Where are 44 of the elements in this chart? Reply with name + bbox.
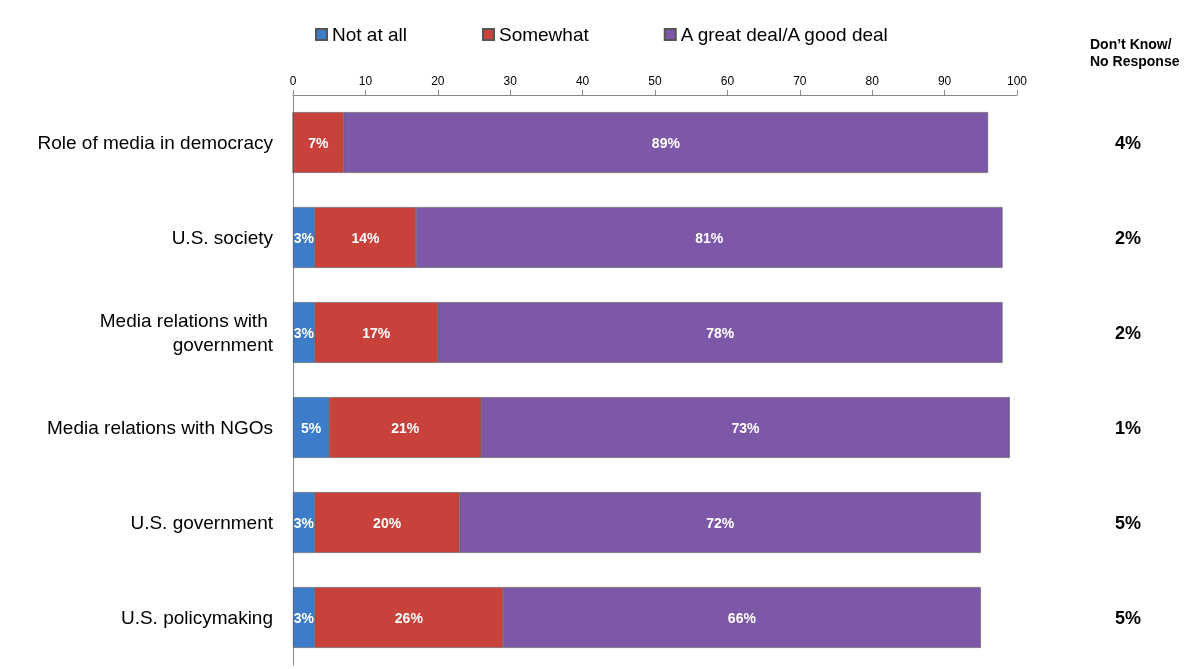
data-label: 3% [293,514,315,531]
data-label: 17% [362,324,391,341]
data-label: 73% [731,419,761,436]
text: 2% [1114,227,1142,248]
y-tick-label: U.S. society [171,227,274,248]
y-tick-label: U.S. policymaking [120,607,273,628]
x-tick-label: 90 [937,74,952,88]
x-tick-label: 60 [720,74,735,88]
text: 5% [1114,607,1142,628]
legend-label: A great deal/A good deal [680,24,888,45]
data-label: 72% [706,514,735,531]
text: 1% [1114,417,1142,438]
data-label: 66% [727,609,757,626]
data-label: 89% [651,134,681,151]
x-tick-label: 40 [575,74,590,88]
text: 2% [1114,322,1142,343]
legend-label: Not at all [332,24,407,45]
x-tick-label: 70 [793,74,807,88]
data-label: 21% [391,419,420,436]
text: Don’t Know/ No Response [1090,35,1180,69]
y-tick-label: Media relations with government [99,310,274,355]
x-tick-label: 50 [648,74,662,88]
y-tick-label: U.S. government [130,512,274,533]
x-tick-label: 80 [865,74,880,88]
data-label: 78% [706,324,735,341]
x-tick-label: 0 [289,74,297,88]
text: 4% [1114,132,1142,153]
data-label: 20% [373,514,402,531]
data-label: 26% [394,609,424,626]
legend-label: Somewhat [498,24,590,45]
data-label: 14% [351,229,380,246]
data-label: 3% [293,229,315,246]
x-tick-label: 20 [431,74,445,88]
x-tick-label: 100 [1006,74,1028,88]
data-label: 81% [695,229,724,246]
y-tick-label: Media relations with NGOs [47,417,273,438]
data-label: 3% [293,609,315,626]
x-tick-label: 30 [503,74,518,88]
y-tick-label: Role of media in democracy [37,132,274,153]
x-tick-label: 10 [358,74,373,88]
text: 5% [1114,512,1142,533]
data-label: 3% [293,324,315,341]
data-label: 5% [300,419,322,436]
data-label: 7% [308,134,330,151]
